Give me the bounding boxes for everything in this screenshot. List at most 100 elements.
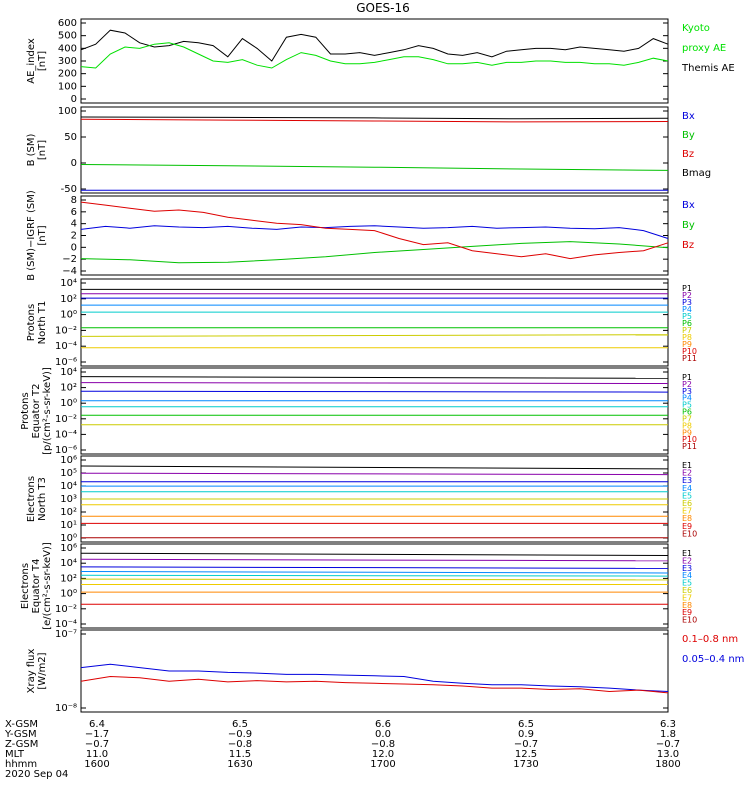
legend-entry: E4 bbox=[682, 484, 692, 493]
x-tick-label: −0.9 bbox=[228, 729, 252, 740]
y-tick-label: 0 bbox=[71, 94, 77, 105]
legend-entry: P1 bbox=[682, 373, 692, 382]
series-line bbox=[80, 334, 669, 337]
x-tick-label: 1630 bbox=[227, 759, 252, 770]
legend-entry: proxy AE bbox=[682, 43, 726, 54]
x-row-label: hhmm bbox=[5, 759, 37, 770]
y-tick-label: 10⁶ bbox=[60, 543, 77, 554]
legend-entry: P3 bbox=[682, 387, 692, 396]
x-tick-label: −0.8 bbox=[228, 739, 252, 750]
y-tick-label: 10² bbox=[60, 294, 77, 305]
legend-entry: P11 bbox=[682, 354, 697, 363]
y-axis-label: Equator T2 bbox=[31, 384, 42, 439]
y-tick-label: 10⁻² bbox=[55, 604, 77, 615]
series-line bbox=[80, 571, 669, 574]
y-axis-label: B (SM)−IGRF (SM) bbox=[26, 190, 37, 281]
y-tick-label: 10⁶ bbox=[60, 455, 77, 466]
x-tick-label: 12.0 bbox=[372, 749, 394, 760]
panel-frame bbox=[80, 106, 669, 194]
legend-entry: P6 bbox=[682, 319, 692, 328]
legend-entry: E8 bbox=[682, 514, 692, 523]
legend-entry: Bx bbox=[682, 111, 695, 122]
x-row-label: Y-GSM bbox=[4, 729, 37, 740]
x-axis-group: X-GSM 6.4 6.5 6.6 6.5 6.3 Y-GSM −1.7 −0.9 0.0 0.9 1… bbox=[4, 719, 681, 780]
y-tick-label: 10⁰ bbox=[60, 310, 77, 321]
y-axis-label: [p/(cm²-s-sr-keV)] bbox=[42, 367, 53, 455]
legend-entry: P9 bbox=[682, 428, 692, 437]
series-line bbox=[80, 201, 669, 260]
legend-entry: E9 bbox=[682, 608, 692, 617]
legend-entry: P9 bbox=[682, 340, 692, 349]
legend-entry: E7 bbox=[682, 593, 692, 602]
series-line bbox=[80, 663, 669, 692]
series-line bbox=[80, 382, 669, 384]
legend-entry: E9 bbox=[682, 522, 692, 531]
y-tick-label: -50 bbox=[61, 184, 77, 195]
legend-entry: P10 bbox=[682, 435, 697, 444]
legend-entry: E5 bbox=[682, 491, 692, 500]
panel-6: 10⁶ 10⁵ 10⁴ 10³ 10² 10¹ 10⁰ Electrons North T3 E1… bbox=[26, 455, 697, 544]
legend-entry: P4 bbox=[682, 394, 692, 403]
x-tick-label: 0.9 bbox=[518, 729, 534, 740]
x-tick-label: −0.8 bbox=[371, 739, 395, 750]
y-tick-label: 300 bbox=[58, 56, 77, 67]
x-row-label: Z-GSM bbox=[5, 739, 38, 750]
y-tick-label: 10⁰ bbox=[60, 398, 77, 409]
y-tick-label: 10⁴ bbox=[60, 481, 77, 492]
legend-entry: P5 bbox=[682, 312, 692, 321]
y-tick-label: 50 bbox=[64, 132, 77, 143]
y-tick-label: 10⁰ bbox=[60, 589, 77, 600]
legend-entry: P11 bbox=[682, 442, 697, 451]
series-line bbox=[80, 118, 669, 123]
panel-frame bbox=[80, 543, 669, 629]
series-line bbox=[80, 574, 669, 577]
y-tick-label: 100 bbox=[58, 106, 77, 117]
x-row-label: X-GSM bbox=[5, 719, 38, 730]
legend-entry: 0.1–0.8 nm bbox=[682, 634, 738, 645]
y-tick-label: 600 bbox=[58, 18, 77, 29]
y-axis-label: [nT] bbox=[37, 225, 48, 245]
legend-entry: E1 bbox=[682, 461, 692, 470]
series-line bbox=[80, 675, 669, 694]
legend-entry: P4 bbox=[682, 305, 692, 314]
y-tick-label: 200 bbox=[58, 69, 77, 80]
x-tick-label: 11.0 bbox=[86, 749, 108, 760]
x-tick-label: 11.5 bbox=[229, 749, 251, 760]
y-tick-label: 10⁻⁴ bbox=[55, 429, 77, 440]
legend-entry: E5 bbox=[682, 579, 692, 588]
series-line bbox=[80, 164, 669, 171]
y-tick-label: 0 bbox=[71, 242, 77, 253]
y-axis-label: North T1 bbox=[37, 301, 48, 345]
legend-entry: E3 bbox=[682, 564, 692, 573]
x-tick-label: 1800 bbox=[655, 759, 680, 770]
x-tick-label: 13.0 bbox=[657, 749, 679, 760]
series-line bbox=[80, 465, 669, 470]
y-tick-label: 10⁻⁶ bbox=[55, 357, 77, 368]
y-tick-label: 500 bbox=[58, 31, 77, 42]
series-line bbox=[80, 376, 669, 379]
x-tick-label: 6.3 bbox=[660, 719, 676, 730]
chart-title: GOES-16 bbox=[356, 1, 410, 15]
y-tick-label: −2 bbox=[62, 254, 77, 265]
y-tick-label: 10⁵ bbox=[60, 468, 77, 479]
x-tick-label: 1700 bbox=[370, 759, 395, 770]
legend-entry: Bx bbox=[682, 200, 695, 211]
legend-entry: P8 bbox=[682, 421, 692, 430]
y-axis-label: Xray flux bbox=[26, 649, 37, 694]
y-tick-label: 10⁴ bbox=[60, 558, 77, 569]
legend-entry: P3 bbox=[682, 298, 692, 307]
y-axis-label: North T3 bbox=[37, 477, 48, 521]
legend-entry: E3 bbox=[682, 476, 692, 485]
y-axis-label: Electrons bbox=[20, 563, 31, 609]
series-line bbox=[80, 558, 669, 562]
y-tick-label: 10⁻² bbox=[55, 325, 77, 336]
legend-entry: P1 bbox=[682, 284, 692, 293]
x-tick-label: 1600 bbox=[84, 759, 109, 770]
y-tick-label: 6 bbox=[71, 207, 77, 218]
series-line bbox=[80, 472, 669, 476]
legend-entry: E10 bbox=[682, 616, 697, 625]
y-axis-label: Protons bbox=[20, 392, 31, 429]
